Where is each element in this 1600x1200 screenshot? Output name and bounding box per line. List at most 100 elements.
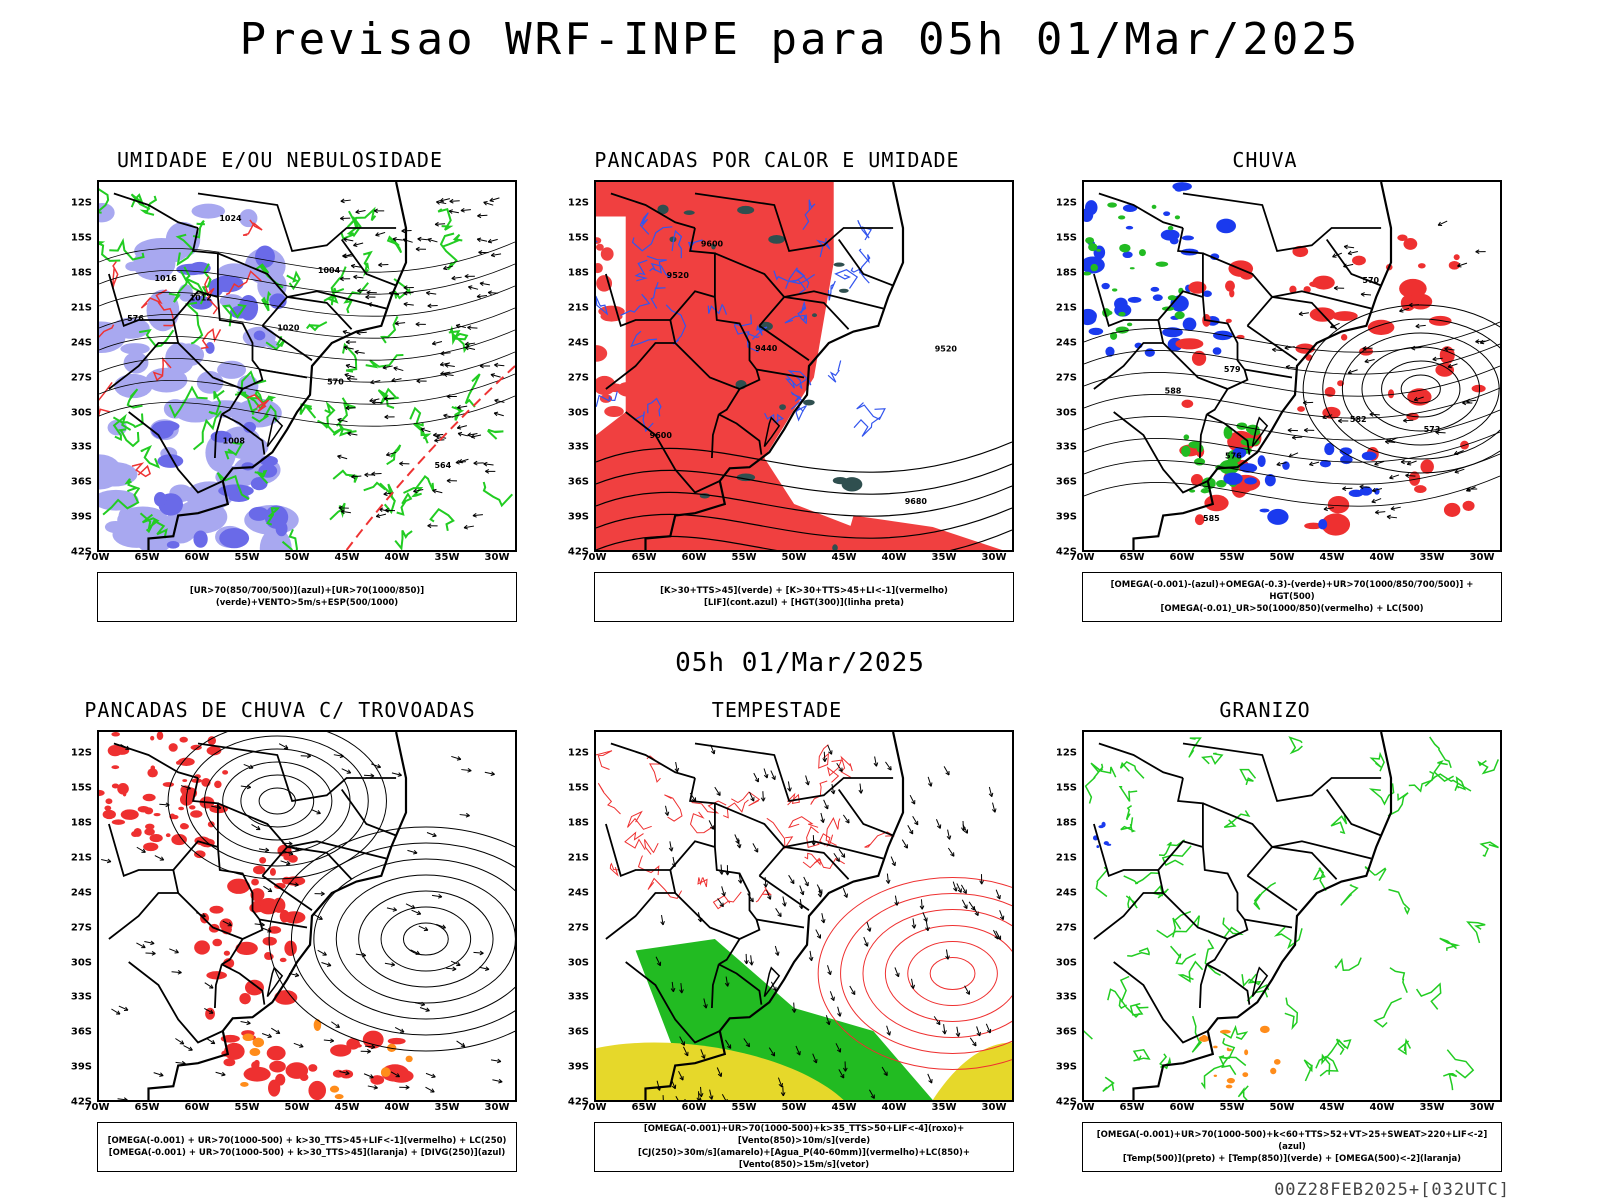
wind-vector xyxy=(402,238,413,243)
wind-vector xyxy=(384,414,395,420)
omega-area-blue xyxy=(1259,508,1270,513)
border-line xyxy=(221,963,266,1005)
wind-vector xyxy=(476,293,488,299)
latitude-tick: 27S xyxy=(1055,372,1077,384)
coastline xyxy=(147,732,408,1100)
humidity-contour-green xyxy=(261,290,272,312)
humidity-contour-green xyxy=(365,354,404,369)
wind-vector xyxy=(468,285,479,290)
thunderstorm-area-red xyxy=(168,743,178,752)
border-line xyxy=(221,413,266,455)
wind-vector xyxy=(360,1049,371,1054)
wind-vector xyxy=(261,1033,272,1039)
omega-area-green xyxy=(1167,225,1174,231)
wind-vector xyxy=(446,478,457,484)
wind-vector xyxy=(484,771,495,777)
wind-vector xyxy=(418,925,429,932)
pressure-isobar xyxy=(99,373,515,405)
lc250-contour xyxy=(380,906,472,972)
latitude-tick: 18S xyxy=(70,817,92,829)
wind-vector xyxy=(922,912,928,922)
lif-contour-blue xyxy=(647,397,662,417)
lc250-contour xyxy=(358,890,494,988)
latitude-tick: 30S xyxy=(1055,407,1077,418)
wind-vector xyxy=(866,921,872,932)
latitude-tick: 39S xyxy=(70,1061,92,1073)
lc250-contour xyxy=(335,874,515,1004)
latitude-tick: 33S xyxy=(70,441,92,453)
lc850-contour xyxy=(817,877,1012,1070)
map-legend: [OMEGA(-0.001)-(azul)+OMEGA(-0.3)-(verde… xyxy=(1082,572,1502,622)
lif-contour-blue xyxy=(784,313,807,324)
wind-vector xyxy=(457,431,468,437)
thunderstorm-area-orange xyxy=(405,1055,413,1063)
latitude-axis: 12S 15S 18S 21S 24S 27S 30S 33S 36S 39S 42S xyxy=(547,730,593,1108)
lif-contour-blue xyxy=(646,255,667,274)
wind-vector xyxy=(717,898,724,908)
convection-area-green xyxy=(803,399,815,406)
wind-vector xyxy=(744,953,749,965)
wind-vector xyxy=(823,799,829,810)
wind-vector xyxy=(434,221,446,227)
thunderstorm-area-red xyxy=(332,1069,345,1078)
omega500-area-orange xyxy=(1213,1045,1218,1049)
temp850-contour-green xyxy=(1219,1024,1249,1041)
latitude-tick: 39S xyxy=(1055,1061,1077,1073)
latitude-tick: 15S xyxy=(70,232,92,244)
border-line xyxy=(758,296,850,330)
wind-vector xyxy=(1432,356,1443,362)
wind-vector xyxy=(763,768,769,779)
wind-vector xyxy=(1364,358,1375,364)
lif-contour-blue xyxy=(828,280,836,301)
longitude-tick: 30W xyxy=(1469,552,1495,563)
contour-label: 1020 xyxy=(277,323,300,332)
wind-vector xyxy=(682,1046,689,1057)
wind-vector xyxy=(842,888,848,898)
wind-vector xyxy=(1403,418,1414,423)
thunderstorm-area-red xyxy=(262,936,277,946)
wind-vector xyxy=(383,396,395,401)
wind-vector xyxy=(1389,474,1400,480)
valid-time-title: 05h 01/Mar/2025 xyxy=(675,648,925,678)
border-line xyxy=(1182,742,1382,803)
latitude-tick: 42S xyxy=(567,546,589,558)
wind-vector xyxy=(403,301,414,307)
longitude-tick: 35W xyxy=(931,552,957,563)
omega-area-blue xyxy=(1264,473,1276,487)
wind-vector xyxy=(343,345,354,351)
thunderstorm-area-red xyxy=(147,768,158,778)
humidity-contour-green xyxy=(124,478,140,493)
border-line xyxy=(217,296,264,416)
coastline xyxy=(147,182,408,550)
longitude-tick: 55W xyxy=(234,552,260,563)
humidity-contour-green xyxy=(224,441,244,460)
thunderstorm-area-red xyxy=(268,1079,281,1097)
wind-vector xyxy=(995,889,1001,900)
longitude-tick: 45W xyxy=(1319,1102,1345,1113)
lif-contour-blue xyxy=(856,402,886,421)
lif-contour-blue xyxy=(827,360,842,383)
border-line xyxy=(1325,788,1382,837)
wind-vector xyxy=(425,1072,436,1078)
lc250-contour xyxy=(313,858,515,1020)
omega-area-blue xyxy=(1181,235,1194,241)
map-frame xyxy=(1082,730,1502,1102)
wind-vector xyxy=(371,400,383,405)
wind-vector xyxy=(1333,285,1345,291)
lif-contour-blue xyxy=(631,226,673,252)
wind-vector xyxy=(890,856,896,867)
wind-vector xyxy=(323,1038,335,1044)
lif-contour-blue xyxy=(850,267,870,284)
wind-vector xyxy=(391,772,402,777)
border-line xyxy=(1202,846,1249,966)
wind-vector xyxy=(1475,339,1486,344)
latitude-tick: 39S xyxy=(70,511,92,523)
wind-vector xyxy=(1322,414,1333,420)
longitude-tick: 60W xyxy=(184,552,210,563)
wind-vector xyxy=(341,768,352,774)
latitude-tick: 12S xyxy=(1055,747,1077,759)
thunderstorm-area-red xyxy=(235,941,258,956)
wind-vector xyxy=(1291,435,1303,440)
map-frame: 1012 1016 1020 1024 1008 1004 576 570 564 xyxy=(97,180,517,552)
wind-vector xyxy=(340,216,351,221)
